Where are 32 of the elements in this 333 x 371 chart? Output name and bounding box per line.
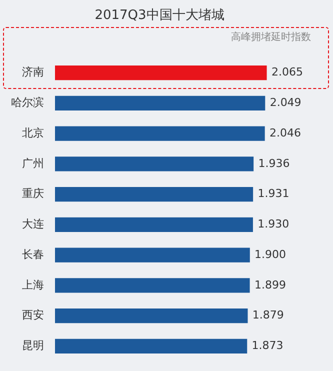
bar (55, 96, 266, 110)
y-tick-label: 北京 (22, 126, 44, 140)
data-label: 2.049 (270, 96, 302, 110)
data-label: 1.900 (254, 248, 286, 261)
bar (55, 156, 254, 172)
data-label: 1.879 (252, 308, 284, 322)
y-tick-label: 上海 (22, 278, 44, 292)
data-label: 1.930 (258, 218, 290, 231)
chart-subtitle: 高峰拥堵延时指数 (231, 31, 311, 44)
data-label: 2.065 (271, 66, 303, 79)
data-label: 1.936 (258, 156, 290, 170)
y-tick-label: 大连 (22, 218, 44, 231)
bar (55, 65, 267, 80)
bar (55, 186, 254, 202)
y-tick-label: 广州 (22, 156, 44, 170)
bar (55, 338, 248, 354)
y-tick-label: 哈尔滨 (11, 96, 44, 110)
bar (55, 126, 265, 141)
bar (55, 278, 250, 293)
data-label: 1.899 (254, 278, 286, 292)
bar (55, 248, 250, 262)
y-tick-label: 昆明 (22, 339, 44, 352)
data-label: 2.046 (270, 126, 302, 140)
bar (55, 217, 253, 232)
chart-title: 2017Q3中国十大堵城 (94, 8, 224, 24)
bar (55, 308, 248, 324)
y-tick-label: 西安 (22, 308, 44, 322)
data-label: 1.873 (252, 339, 284, 352)
data-label: 1.931 (258, 187, 290, 200)
y-tick-label: 长春 (22, 248, 44, 261)
y-tick-label: 济南 (22, 66, 44, 79)
y-tick-label: 重庆 (22, 187, 44, 200)
